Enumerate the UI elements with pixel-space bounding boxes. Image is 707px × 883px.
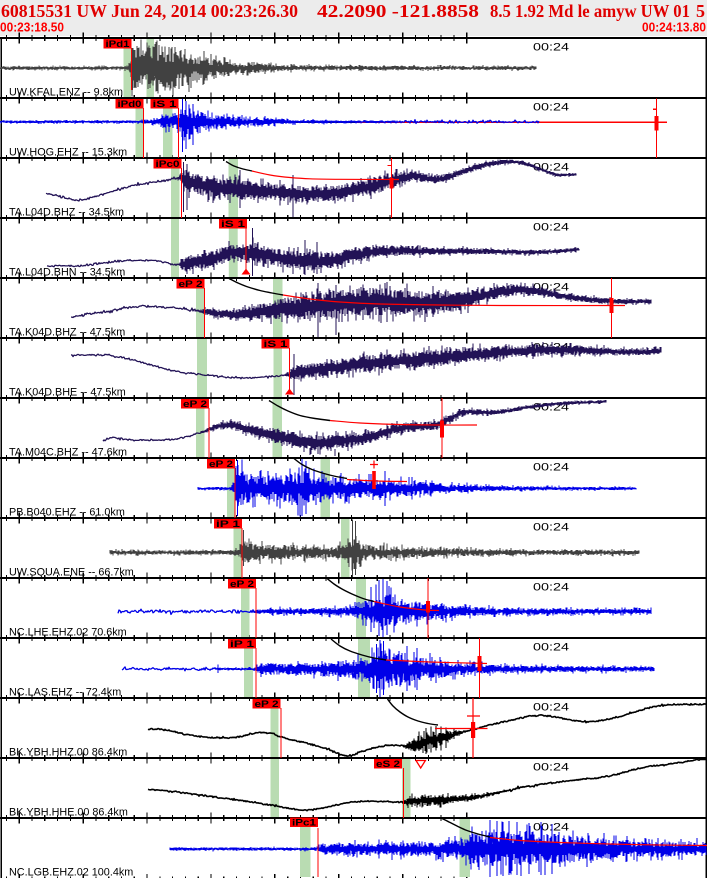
- svg-text:eP 2: eP 2: [179, 279, 203, 290]
- svg-text:TA.M04C.BHZ -- 47.6km: TA.M04C.BHZ -- 47.6km: [9, 447, 127, 459]
- svg-text:eP 2: eP 2: [255, 699, 279, 710]
- svg-text:00:24: 00:24: [533, 642, 569, 654]
- svg-text:PB.B040.EHZ -- 61.0km: PB.B040.EHZ -- 61.0km: [9, 507, 125, 519]
- svg-text:00:24: 00:24: [533, 42, 569, 54]
- svg-text:00:24: 00:24: [533, 582, 569, 594]
- svg-text:TA.K04D.BHZ -- 47.5km: TA.K04D.BHZ -- 47.5km: [9, 327, 125, 339]
- svg-text:eP 2: eP 2: [209, 459, 233, 470]
- svg-text:TA.L04D.BHZ -- 34.5km: TA.L04D.BHZ -- 34.5km: [9, 207, 124, 219]
- svg-text:8.5 1.92 Md le amyw UW 01: 8.5 1.92 Md le amyw UW 01: [490, 1, 690, 21]
- svg-text:00:24: 00:24: [533, 762, 569, 774]
- svg-text:iP 1: iP 1: [216, 519, 241, 530]
- svg-text:UW.HOG.EHZ -- 15.3km: UW.HOG.EHZ -- 15.3km: [9, 147, 127, 159]
- svg-text:00:24: 00:24: [533, 522, 569, 534]
- svg-text:00:24: 00:24: [533, 822, 569, 834]
- svg-text:iPc1: iPc1: [292, 818, 317, 829]
- svg-text:BK.YBH.HHZ.00 86.4km: BK.YBH.HHZ.00 86.4km: [9, 747, 127, 759]
- svg-text:iPd1: iPd1: [106, 39, 131, 50]
- svg-text:00:24:13.80: 00:24:13.80: [642, 21, 706, 35]
- svg-text:00:24: 00:24: [533, 702, 569, 714]
- svg-text:BK.YBH.HHE.00 86.4km: BK.YBH.HHE.00 86.4km: [9, 807, 128, 819]
- svg-text:eS 2: eS 2: [376, 759, 400, 770]
- svg-text:UW.SQUA.ENE -- 66.7km: UW.SQUA.ENE -- 66.7km: [9, 567, 134, 579]
- svg-text:iS 1: iS 1: [264, 339, 289, 350]
- svg-text:iPd0: iPd0: [118, 99, 142, 110]
- svg-text:42.2090 -121.8858: 42.2090 -121.8858: [317, 1, 479, 21]
- svg-text:NC.LHE.EHZ.02 70.6km: NC.LHE.EHZ.02 70.6km: [9, 627, 127, 639]
- svg-text:TA.K04D.BHE -- 47.5km: TA.K04D.BHE -- 47.5km: [9, 387, 126, 399]
- svg-text:00:24: 00:24: [533, 102, 569, 114]
- svg-text:eP 2: eP 2: [183, 399, 207, 410]
- svg-text:00:23:18.50: 00:23:18.50: [0, 21, 64, 35]
- svg-text:5: 5: [696, 1, 705, 21]
- svg-text:iS 1: iS 1: [153, 99, 178, 110]
- svg-text:iP 1: iP 1: [230, 639, 255, 650]
- svg-text:60815531 UW Jun 24, 2014 00:23: 60815531 UW Jun 24, 2014 00:23:26.30: [1, 1, 298, 21]
- svg-text:00:24: 00:24: [533, 462, 569, 474]
- svg-text:iPc0: iPc0: [156, 159, 180, 170]
- svg-text:iS 1: iS 1: [221, 219, 246, 230]
- svg-text:UW.KFAL.ENZ -- 9.8km: UW.KFAL.ENZ -- 9.8km: [9, 87, 123, 99]
- svg-text:NC.LAS.EHZ -- 72.4km: NC.LAS.EHZ -- 72.4km: [9, 687, 121, 699]
- svg-text:00:24: 00:24: [533, 222, 569, 234]
- svg-text:eP 2: eP 2: [230, 579, 254, 590]
- svg-text:NC.LGB.EHZ.02 100.4km: NC.LGB.EHZ.02 100.4km: [9, 867, 133, 879]
- svg-text:TA.L04D.BHN -- 34.5km: TA.L04D.BHN -- 34.5km: [9, 267, 125, 279]
